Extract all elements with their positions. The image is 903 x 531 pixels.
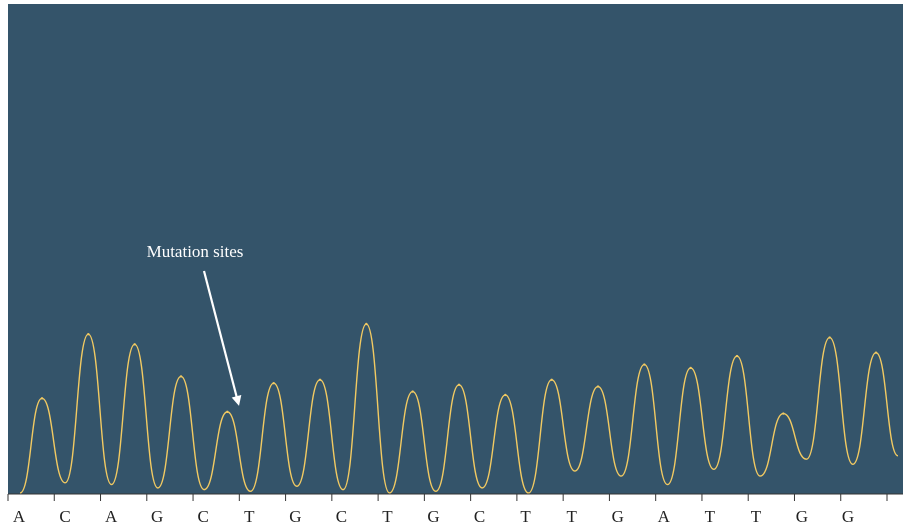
base-label-19: G xyxy=(842,507,854,526)
base-label-16: T xyxy=(705,507,716,526)
peak-point-17 xyxy=(782,412,785,415)
base-label-6: T xyxy=(244,507,255,526)
base-label-17: T xyxy=(751,507,762,526)
base-label-4: G xyxy=(151,507,163,526)
base-label-7: G xyxy=(289,507,301,526)
peak-point-4 xyxy=(179,375,183,378)
annotation-arrow xyxy=(202,270,242,406)
peak-point-19 xyxy=(874,351,878,354)
peak-point-5 xyxy=(226,410,229,414)
base-label-11: C xyxy=(474,507,485,526)
peak-point-13 xyxy=(596,385,600,388)
peak-point-18 xyxy=(828,336,831,339)
peak-point-1 xyxy=(40,397,44,400)
base-label-8: C xyxy=(336,507,347,526)
peak-point-7 xyxy=(318,378,322,381)
mutation-annotation: Mutation sites xyxy=(147,242,244,406)
peak-markers xyxy=(40,322,878,415)
peak-point-14 xyxy=(643,363,646,366)
base-label-15: A xyxy=(658,507,671,526)
peak-point-10 xyxy=(457,383,461,387)
base-label-10: G xyxy=(427,507,439,526)
peak-point-11 xyxy=(504,393,507,397)
base-label-3: A xyxy=(105,507,118,526)
peak-point-15 xyxy=(689,366,692,370)
base-label-12: T xyxy=(520,507,531,526)
peak-point-16 xyxy=(735,354,739,358)
base-label-9: T xyxy=(382,507,393,526)
base-label-13: T xyxy=(566,507,577,526)
base-label-2: C xyxy=(59,507,70,526)
plot-background xyxy=(8,4,903,494)
peak-point-12 xyxy=(550,378,553,381)
peak-point-8 xyxy=(365,322,368,326)
peak-point-2 xyxy=(87,332,90,336)
x-axis-ticks xyxy=(7,494,888,501)
base-label-5: C xyxy=(198,507,209,526)
annotation-label: Mutation sites xyxy=(147,242,244,261)
base-label-14: G xyxy=(612,507,624,526)
peak-point-6 xyxy=(272,381,275,385)
base-label-18: G xyxy=(796,507,808,526)
base-label-1: A xyxy=(13,507,26,526)
chromatogram-trace xyxy=(19,323,899,494)
peak-point-9 xyxy=(411,390,414,393)
peak-point-3 xyxy=(133,343,136,346)
